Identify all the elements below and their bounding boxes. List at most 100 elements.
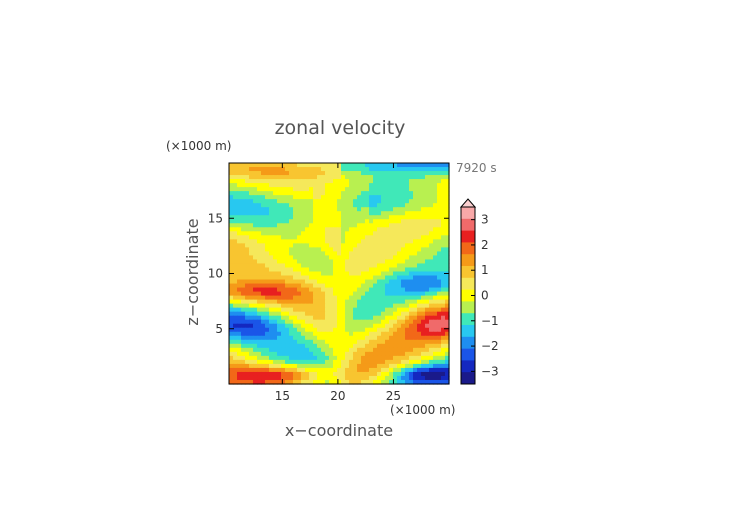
field-cell xyxy=(413,331,418,337)
field-cell xyxy=(261,175,266,180)
field-cell xyxy=(377,271,382,277)
field-cell xyxy=(373,235,378,240)
field-cell xyxy=(241,331,246,337)
field-cell xyxy=(345,195,350,200)
field-cell xyxy=(313,279,318,285)
field-cell xyxy=(409,195,414,200)
field-cell xyxy=(361,275,366,281)
field-cell xyxy=(401,239,406,244)
field-cell xyxy=(337,175,342,180)
field-cell xyxy=(325,191,330,196)
field-cell xyxy=(281,259,286,265)
field-cell xyxy=(313,235,318,240)
field-cell xyxy=(297,339,302,345)
field-cell xyxy=(433,259,438,265)
field-cell xyxy=(337,379,342,385)
field-cell xyxy=(253,167,258,172)
field-cell xyxy=(397,207,402,212)
field-cell xyxy=(421,267,426,273)
field-cell xyxy=(241,327,246,333)
field-cell xyxy=(353,195,358,200)
field-cell xyxy=(233,219,238,224)
field-cell xyxy=(421,203,426,208)
field-cell xyxy=(309,231,314,236)
field-cell xyxy=(257,271,262,277)
field-cell xyxy=(413,323,418,329)
field-cell xyxy=(289,211,294,216)
field-cell xyxy=(277,295,282,301)
field-cell xyxy=(261,275,266,281)
field-cell xyxy=(445,367,450,373)
field-cell xyxy=(381,267,386,273)
field-cell xyxy=(297,295,302,301)
field-cell xyxy=(313,215,318,220)
field-cell xyxy=(321,199,326,204)
field-cell xyxy=(289,307,294,313)
field-cell xyxy=(293,379,298,385)
field-cell xyxy=(417,307,422,313)
field-cell xyxy=(445,347,450,353)
field-cell xyxy=(281,379,286,385)
field-cell xyxy=(309,251,314,257)
field-cell xyxy=(405,279,410,285)
field-cell xyxy=(429,335,434,341)
field-cell xyxy=(265,163,270,168)
field-cell xyxy=(385,279,390,285)
field-cell xyxy=(425,355,430,361)
field-cell xyxy=(277,207,282,212)
field-cell xyxy=(433,195,438,200)
field-cell xyxy=(385,195,390,200)
field-cell xyxy=(253,191,258,196)
field-cell xyxy=(413,227,418,232)
field-cell xyxy=(233,183,238,188)
field-cell xyxy=(301,239,306,244)
field-cell xyxy=(369,251,374,257)
field-cell xyxy=(233,295,238,301)
field-cell xyxy=(401,323,406,329)
field-cell xyxy=(297,259,302,265)
field-cell xyxy=(421,171,426,176)
field-cell xyxy=(253,295,258,301)
field-cell xyxy=(337,259,342,265)
field-cell xyxy=(329,351,334,357)
field-cell xyxy=(437,359,442,365)
field-cell xyxy=(405,371,410,377)
field-cell xyxy=(429,243,434,248)
field-cell xyxy=(425,327,430,333)
field-cell xyxy=(233,255,238,261)
field-cell xyxy=(305,287,310,293)
field-cell xyxy=(277,243,282,248)
field-cell xyxy=(361,283,366,289)
field-cell xyxy=(417,363,422,369)
field-cell xyxy=(277,323,282,329)
field-cell xyxy=(261,323,266,329)
field-cell xyxy=(253,343,258,349)
field-cell xyxy=(313,351,318,357)
field-cell xyxy=(393,343,398,349)
field-cell xyxy=(265,299,270,305)
field-cell xyxy=(393,163,398,168)
field-cell xyxy=(357,271,362,277)
field-cell xyxy=(293,199,298,204)
field-cell xyxy=(441,339,446,345)
field-cell xyxy=(361,207,366,212)
field-cell xyxy=(425,175,430,180)
field-cell xyxy=(381,203,386,208)
field-cell xyxy=(229,335,234,341)
field-cell xyxy=(409,191,414,196)
field-cell xyxy=(301,247,306,252)
field-cell xyxy=(369,191,374,196)
field-cell xyxy=(317,319,322,325)
field-cell xyxy=(357,367,362,373)
field-cell xyxy=(265,191,270,196)
field-cell xyxy=(305,311,310,317)
field-cell xyxy=(377,307,382,313)
field-cell xyxy=(233,163,238,168)
field-cell xyxy=(317,363,322,369)
field-cell xyxy=(281,183,286,188)
field-cell xyxy=(273,355,278,361)
field-cell xyxy=(305,175,310,180)
field-cell xyxy=(257,195,262,200)
field-cell xyxy=(305,307,310,313)
field-cell xyxy=(337,339,342,345)
